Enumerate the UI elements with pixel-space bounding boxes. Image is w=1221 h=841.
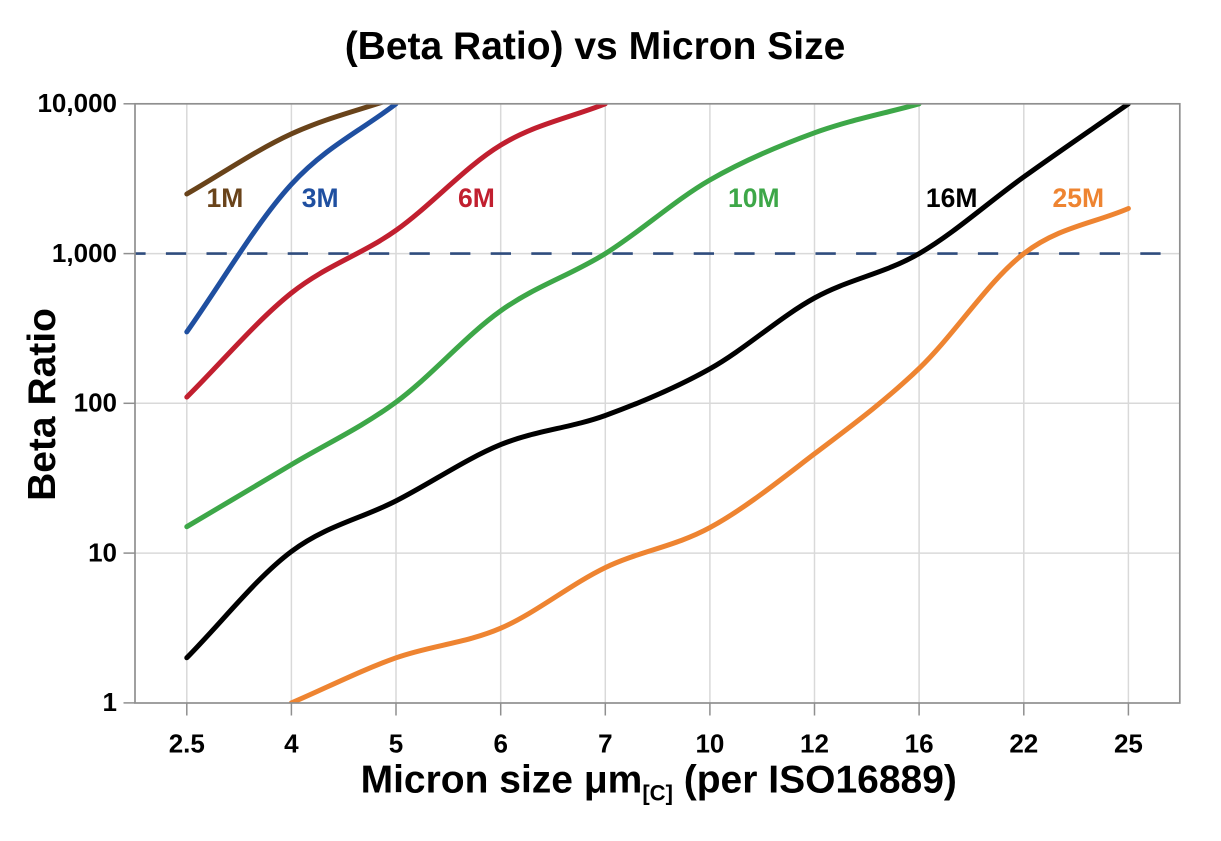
svg-text:22: 22 xyxy=(1009,728,1038,758)
svg-text:10M: 10M xyxy=(728,183,780,213)
svg-text:25M: 25M xyxy=(1053,183,1105,213)
svg-text:5: 5 xyxy=(389,728,403,758)
svg-text:1: 1 xyxy=(103,687,117,717)
svg-text:(Beta Ratio) vs Micron Size: (Beta Ratio) vs Micron Size xyxy=(345,25,846,68)
svg-text:6: 6 xyxy=(493,728,507,758)
svg-text:Beta Ratio: Beta Ratio xyxy=(21,308,64,501)
svg-text:25: 25 xyxy=(1114,728,1143,758)
svg-text:4: 4 xyxy=(284,728,299,758)
svg-text:10: 10 xyxy=(88,537,117,567)
svg-text:1M: 1M xyxy=(207,183,244,213)
svg-text:1,000: 1,000 xyxy=(52,238,117,268)
svg-text:10,000: 10,000 xyxy=(37,88,117,118)
svg-text:7: 7 xyxy=(598,728,612,758)
svg-text:6M: 6M xyxy=(458,183,495,213)
svg-text:2.5: 2.5 xyxy=(169,728,205,758)
svg-text:3M: 3M xyxy=(302,183,339,213)
svg-text:12: 12 xyxy=(800,728,829,758)
svg-text:16: 16 xyxy=(905,728,934,758)
svg-text:100: 100 xyxy=(74,388,117,418)
svg-text:10: 10 xyxy=(695,728,724,758)
svg-text:16M: 16M xyxy=(926,183,978,213)
